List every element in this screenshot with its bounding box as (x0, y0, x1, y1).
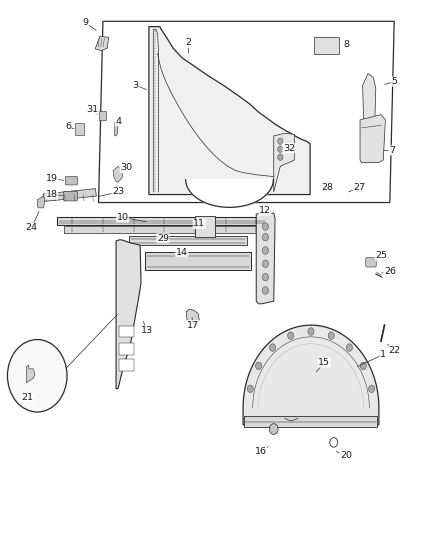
Text: 24: 24 (25, 223, 38, 232)
Circle shape (328, 332, 334, 340)
Text: 14: 14 (176, 248, 188, 256)
Text: 23: 23 (112, 188, 124, 196)
Text: 1: 1 (380, 350, 386, 359)
Text: 17: 17 (187, 321, 199, 329)
Polygon shape (37, 196, 45, 208)
FancyBboxPatch shape (65, 176, 78, 185)
Circle shape (369, 385, 375, 392)
FancyBboxPatch shape (366, 257, 376, 267)
Text: 30: 30 (120, 164, 132, 172)
Polygon shape (64, 226, 263, 233)
Text: 5: 5 (391, 77, 397, 86)
FancyBboxPatch shape (119, 343, 134, 355)
Text: 21: 21 (21, 393, 33, 401)
Polygon shape (149, 27, 310, 195)
Text: 25: 25 (375, 252, 387, 260)
Polygon shape (360, 115, 385, 163)
Text: 6: 6 (65, 123, 71, 131)
Circle shape (255, 362, 261, 369)
Text: 13: 13 (141, 326, 153, 335)
Text: 2: 2 (185, 38, 191, 47)
FancyBboxPatch shape (195, 216, 215, 237)
FancyBboxPatch shape (119, 326, 134, 337)
Circle shape (262, 233, 268, 241)
Circle shape (269, 344, 276, 351)
Text: 19: 19 (46, 174, 58, 183)
Text: 7: 7 (389, 146, 395, 155)
Text: 28: 28 (321, 183, 334, 192)
Text: 10: 10 (117, 213, 129, 222)
Text: 27: 27 (353, 183, 365, 192)
Text: 11: 11 (193, 220, 205, 228)
Text: 3: 3 (133, 81, 139, 90)
Text: 32: 32 (283, 144, 295, 152)
Polygon shape (115, 122, 117, 136)
Polygon shape (256, 213, 275, 304)
Polygon shape (274, 133, 294, 192)
Polygon shape (95, 36, 109, 51)
Circle shape (288, 332, 294, 340)
Text: 22: 22 (388, 346, 400, 355)
Text: 15: 15 (318, 358, 330, 367)
Text: 16: 16 (254, 448, 267, 456)
Polygon shape (186, 180, 273, 207)
Polygon shape (363, 74, 376, 123)
Text: 18: 18 (46, 190, 58, 199)
FancyBboxPatch shape (64, 191, 78, 201)
Text: 12: 12 (259, 206, 271, 215)
Polygon shape (145, 252, 251, 270)
Text: 8: 8 (343, 40, 349, 49)
FancyBboxPatch shape (75, 123, 84, 135)
Circle shape (7, 340, 67, 412)
Polygon shape (129, 236, 247, 245)
Circle shape (262, 273, 268, 281)
Circle shape (269, 424, 278, 434)
Circle shape (308, 328, 314, 335)
Polygon shape (243, 325, 379, 425)
Polygon shape (116, 240, 141, 389)
Circle shape (262, 223, 268, 230)
Bar (244, 416, 377, 427)
Text: 4: 4 (115, 117, 121, 126)
Circle shape (278, 146, 283, 152)
FancyBboxPatch shape (119, 359, 134, 371)
Text: 9: 9 (82, 19, 88, 27)
Polygon shape (186, 309, 199, 324)
Text: 20: 20 (340, 451, 352, 460)
Circle shape (278, 138, 283, 144)
Polygon shape (113, 166, 123, 182)
Polygon shape (57, 217, 267, 225)
Circle shape (262, 260, 268, 268)
Text: 29: 29 (157, 234, 169, 243)
Circle shape (262, 247, 268, 254)
Polygon shape (43, 189, 96, 201)
FancyBboxPatch shape (99, 111, 106, 120)
Polygon shape (26, 365, 35, 383)
Circle shape (262, 287, 268, 294)
Circle shape (360, 362, 367, 369)
Circle shape (247, 385, 253, 392)
Circle shape (278, 154, 283, 160)
FancyBboxPatch shape (314, 37, 339, 54)
Text: 31: 31 (86, 105, 98, 114)
Text: 26: 26 (384, 268, 396, 276)
Circle shape (346, 344, 353, 351)
